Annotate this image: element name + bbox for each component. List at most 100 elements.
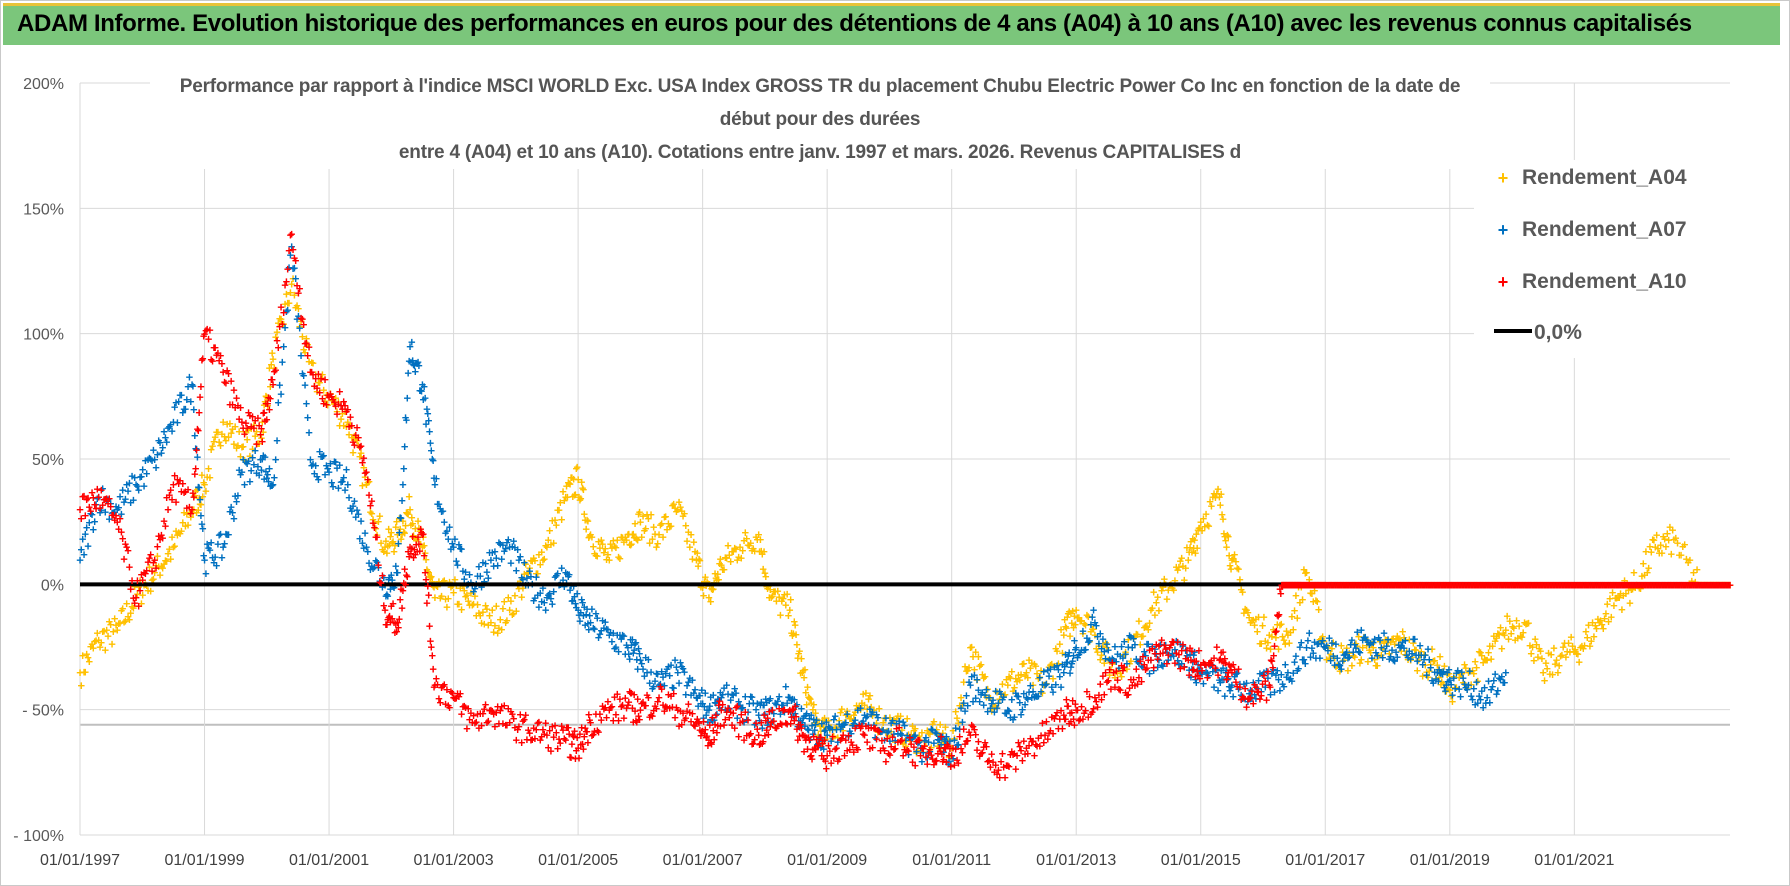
point-Rendement_A07: + <box>1355 644 1363 659</box>
point-Rendement_A04: + <box>1637 581 1645 596</box>
point-Rendement_A07: + <box>1150 663 1158 678</box>
point-Rendement_A07: + <box>458 541 466 556</box>
point-Rendement_A04: + <box>1095 638 1103 653</box>
point-Rendement_A04: + <box>487 615 495 630</box>
point-Rendement_A07: + <box>981 687 989 702</box>
point-Rendement_A04: + <box>575 489 583 504</box>
point-Rendement_A04: + <box>320 383 328 398</box>
point-Rendement_A07: + <box>1005 704 1013 719</box>
point-Rendement_A07: + <box>1186 647 1194 662</box>
point-Rendement_A10: + <box>1166 640 1174 655</box>
point-Rendement_A10: + <box>199 351 207 366</box>
point-Rendement_A07: + <box>705 703 713 718</box>
point-Rendement_A07: + <box>1502 665 1510 680</box>
point-Rendement_A07: + <box>796 720 804 735</box>
point-Rendement_A07: + <box>1196 660 1204 675</box>
point-Rendement_A10: + <box>219 364 227 379</box>
point-Rendement_A07: + <box>430 471 438 486</box>
point-Rendement_A07: + <box>1273 663 1281 678</box>
point-Rendement_A10: + <box>151 552 159 567</box>
point-Rendement_A04: + <box>1601 611 1609 626</box>
point-Rendement_A07: + <box>1237 687 1245 702</box>
point-Rendement_A07: + <box>1388 642 1396 657</box>
point-Rendement_A07: + <box>911 728 919 743</box>
point-Rendement_A07: + <box>166 419 174 434</box>
point-Rendement_A07: + <box>1185 662 1193 677</box>
point-Rendement_A07: + <box>751 717 759 732</box>
point-Rendement_A07: + <box>805 723 813 738</box>
point-Rendement_A04: + <box>759 562 767 577</box>
point-Rendement_A07: + <box>140 479 148 494</box>
point-Rendement_A07: + <box>1168 646 1176 661</box>
point-Rendement_A07: + <box>111 504 119 519</box>
point-Rendement_A07: + <box>1225 671 1233 686</box>
point-Rendement_A04: + <box>341 404 349 419</box>
point-Rendement_A07: + <box>1110 653 1118 668</box>
point-Rendement_A07: + <box>961 704 969 719</box>
point-Rendement_A07: + <box>714 691 722 706</box>
point-Rendement_A07: + <box>336 458 344 473</box>
point-Rendement_A04: + <box>846 711 854 726</box>
y-tick-label: - 50% <box>22 703 64 720</box>
point-Rendement_A07: + <box>79 531 87 546</box>
point-Rendement_A04: + <box>1217 486 1225 501</box>
point-Rendement_A04: + <box>1450 669 1458 684</box>
point-Rendement_A04: + <box>1292 588 1300 603</box>
point-Rendement_A04: + <box>1553 653 1561 668</box>
point-Rendement_A04: + <box>1431 653 1439 668</box>
point-Rendement_A07: + <box>999 692 1007 707</box>
point-Rendement_A04: + <box>214 424 222 439</box>
point-Rendement_A07: + <box>708 712 716 727</box>
point-Rendement_A07: + <box>1096 626 1104 641</box>
point-Rendement_A04: + <box>647 507 655 522</box>
point-Rendement_A04: + <box>1519 625 1527 640</box>
point-Rendement_A04: + <box>1569 638 1577 653</box>
point-Rendement_A04: + <box>1280 632 1288 647</box>
point-Rendement_A07: + <box>119 483 127 498</box>
point-Rendement_A04: + <box>259 424 267 439</box>
point-Rendement_A07: + <box>431 477 439 492</box>
point-Rendement_A04: + <box>811 715 819 730</box>
point-Rendement_A04: + <box>1510 621 1518 636</box>
point-Rendement_A07: + <box>214 536 222 551</box>
point-Rendement_A04: + <box>807 695 815 710</box>
point-Rendement_A04: + <box>1028 656 1036 671</box>
point-Rendement_A07: + <box>1156 637 1164 652</box>
point-Rendement_A04: + <box>201 477 209 492</box>
point-Rendement_A07: + <box>748 690 756 705</box>
point-Rendement_A07: + <box>723 677 731 692</box>
point-Rendement_A07: + <box>583 601 591 616</box>
point-Rendement_A04: + <box>258 430 266 445</box>
point-Rendement_A07: + <box>1111 639 1119 654</box>
point-Rendement_A04: + <box>237 449 245 464</box>
series-layer: ++++++++++++++++++++++ ++++++++++++++++++… <box>76 239 1734 772</box>
point-Rendement_A04: + <box>1501 627 1509 642</box>
point-Rendement_A04: + <box>1132 627 1140 642</box>
point-Rendement_A04: + <box>1375 649 1383 664</box>
point-Rendement_A04: + <box>527 553 535 568</box>
point-Rendement_A04: + <box>764 581 772 596</box>
point-Rendement_A04: + <box>267 379 275 394</box>
point-Rendement_A07: + <box>571 589 579 604</box>
point-Rendement_A04: + <box>1031 657 1039 672</box>
point-Rendement_A04: + <box>134 586 142 601</box>
point-Rendement_A04: + <box>352 432 360 447</box>
point-Rendement_A04: + <box>1475 644 1483 659</box>
point-Rendement_A07: + <box>702 685 710 700</box>
point-Rendement_A07: + <box>229 505 237 520</box>
point-Rendement_A04: + <box>1622 586 1630 601</box>
point-Rendement_A07: + <box>78 542 86 557</box>
point-Rendement_A04: + <box>750 541 758 556</box>
point-Rendement_A04: + <box>839 723 847 738</box>
point-Rendement_A04: + <box>304 337 312 352</box>
point-Rendement_A07: + <box>794 719 802 734</box>
point-Rendement_A07: + <box>337 474 345 489</box>
point-Rendement_A04: + <box>1490 628 1498 643</box>
point-Rendement_A07: + <box>460 571 468 586</box>
point-Rendement_A07: + <box>1091 615 1099 630</box>
point-Rendement_A04: + <box>843 704 851 719</box>
point-Rendement_A04: + <box>985 690 993 705</box>
point-Rendement_A04: + <box>1185 545 1193 560</box>
point-Rendement_A04: + <box>727 554 735 569</box>
point-Rendement_A07: + <box>1178 656 1186 671</box>
